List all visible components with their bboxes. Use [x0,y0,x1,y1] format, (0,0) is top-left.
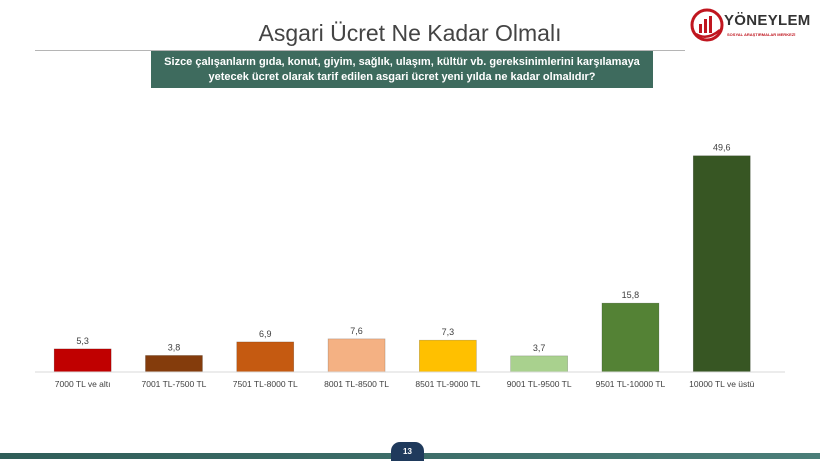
page-title: Asgari Ücret Ne Kadar Olmalı [258,20,562,46]
data-label-2: 6,9 [259,329,272,339]
data-label-4: 7,3 [442,327,455,337]
logo-emblem-icon [690,8,724,42]
category-label-1: 7001 TL-7500 TL [141,379,206,389]
category-label-4: 8501 TL-9000 TL [415,379,480,389]
category-label-2: 7501 TL-8000 TL [233,379,298,389]
bar-4 [419,339,477,373]
data-label-0: 5,3 [76,336,89,346]
data-label-1: 3,8 [168,342,181,352]
category-label-6: 9501 TL-10000 TL [596,379,666,389]
survey-question-text: Sizce çalışanların gıda, konut, giyim, s… [164,55,640,83]
category-label-0: 7000 TL ve altı [55,379,111,389]
category-label-7: 10000 TL ve üstü [689,379,754,389]
bar-0 [53,348,112,373]
category-label-3: 8001 TL-8500 TL [324,379,389,389]
logo-name: YÖNEYLEM [724,12,811,29]
category-label-5: 9001 TL-9500 TL [507,379,572,389]
company-logo: YÖNEYLEM SOSYAL ARAŞTIRMALAR MERKEZİ [690,8,815,46]
bar-2 [236,341,295,373]
bar-3 [327,338,386,373]
page-number: 13 [391,442,424,461]
survey-question: Sizce çalışanların gıda, konut, giyim, s… [151,51,653,88]
data-label-5: 3,7 [533,343,546,353]
bar-5 [510,355,568,373]
title-divider [35,50,685,51]
bar-1 [145,355,203,373]
data-label-7: 49,6 [713,143,731,153]
logo-subtitle: SOSYAL ARAŞTIRMALAR MERKEZİ [727,32,796,37]
bar-7 [692,155,751,373]
data-label-3: 7,6 [350,326,363,336]
bar-6 [601,302,660,373]
data-label-6: 15,8 [622,290,640,300]
